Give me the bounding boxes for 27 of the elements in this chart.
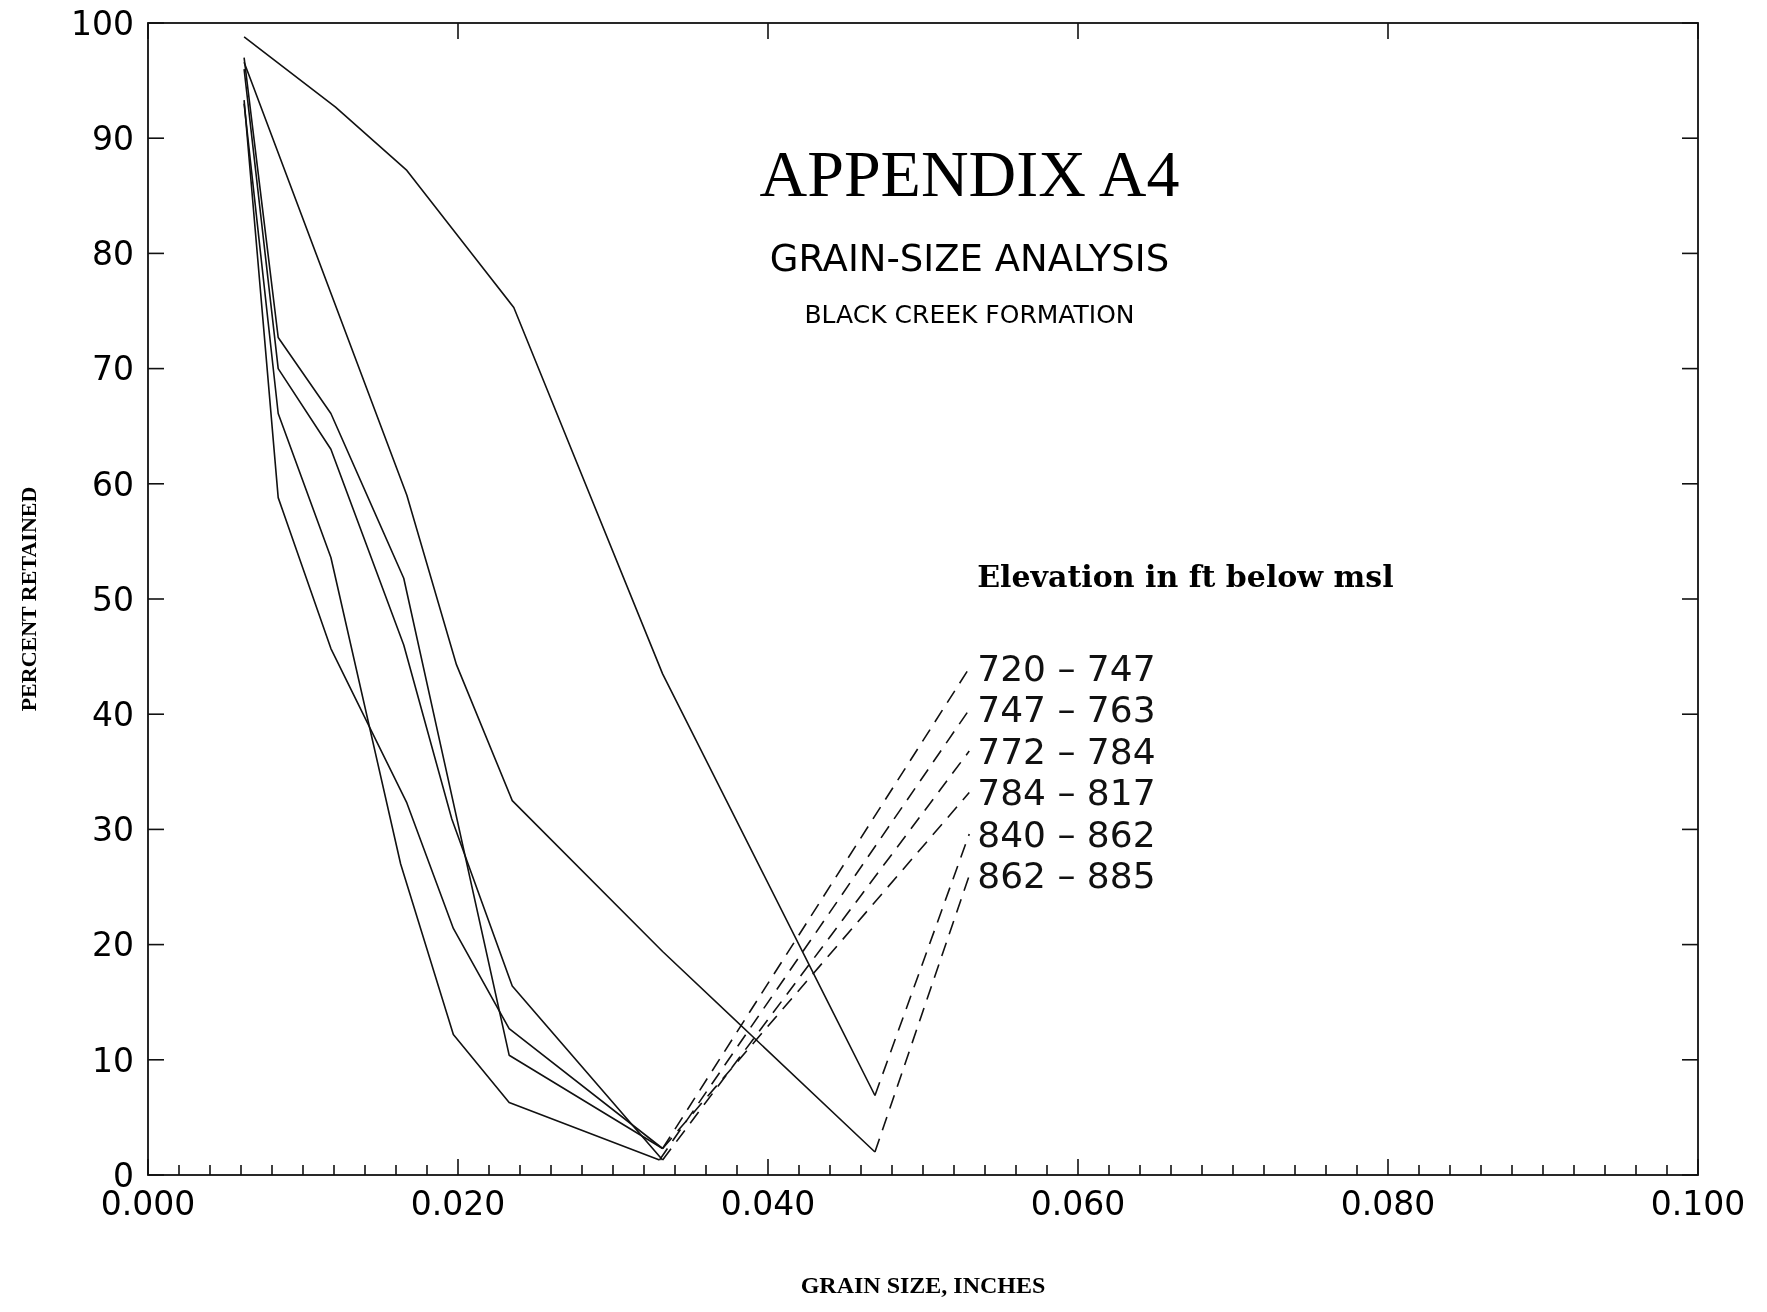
- text: 720 – 747: [977, 647, 1156, 689]
- x-tick-label: 0.020: [410, 1184, 506, 1223]
- x-axis-title: GRAIN SIZE, INCHES: [800, 1272, 1046, 1298]
- y-tick-label: 70: [92, 349, 134, 389]
- y-tick-label: 90: [92, 119, 134, 159]
- annotation: BLACK CREEK FORMATION: [804, 299, 1135, 329]
- x-tick-label: 0.100: [1650, 1184, 1746, 1223]
- y-axis-title: PERCENT RETAINED: [16, 486, 41, 712]
- y-tick-label: 50: [92, 579, 134, 619]
- legend-title: Elevation in ft below msl: [977, 559, 1394, 595]
- x-tick-label: 0.060: [1030, 1184, 1126, 1223]
- y-tick-label: 20: [92, 925, 134, 965]
- text: 784 – 817: [977, 772, 1156, 814]
- text: 840 – 862: [977, 813, 1156, 855]
- x-tick-label: 0.040: [720, 1184, 816, 1223]
- text: 747 – 763: [977, 689, 1156, 731]
- y-tick-label: 80: [92, 234, 134, 274]
- y-tick-label: 40: [92, 695, 134, 735]
- y-tick-label: 60: [92, 464, 134, 504]
- x-tick-label: 0.080: [1340, 1184, 1436, 1223]
- y-tick-label: 100: [71, 3, 134, 43]
- y-tick-label: 30: [92, 810, 134, 850]
- text: GRAIN-SIZE ANALYSIS: [769, 236, 1170, 280]
- text: APPENDIX A4: [759, 136, 1180, 210]
- y-tick-label: 10: [92, 1040, 134, 1080]
- text: 862 – 885: [977, 855, 1156, 897]
- text: 772 – 784: [977, 730, 1156, 772]
